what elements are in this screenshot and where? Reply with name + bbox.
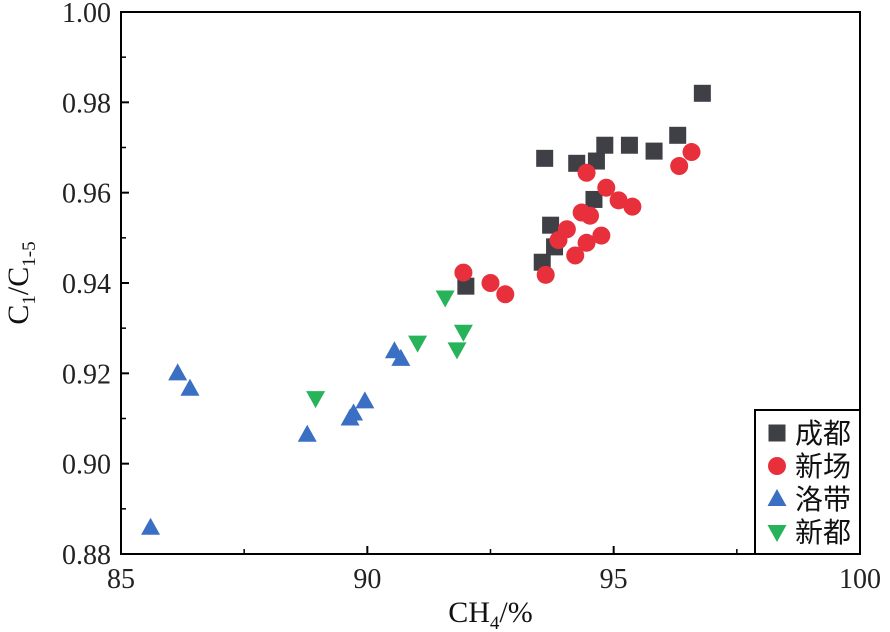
data-point-series-4 (447, 342, 467, 360)
plot-area: 85 90 95 100 0.88 0.90 0.92 0.94 0.96 0.98 1.00 (62, 0, 881, 595)
series-2 (454, 143, 701, 304)
data-point-series-1 (542, 216, 560, 234)
legend-marker-4 (767, 525, 787, 542)
y-tick-label: 0.96 (62, 179, 111, 210)
legend-marker-3 (767, 489, 787, 506)
y-tick-label: 0.92 (62, 359, 111, 390)
data-point-series-2 (566, 246, 585, 265)
series-3 (141, 341, 411, 535)
data-point-series-2 (454, 263, 473, 282)
x-tick-label: 95 (600, 564, 628, 595)
data-point-series-2 (581, 206, 600, 225)
data-point-series-1 (587, 152, 605, 170)
data-point-series-2 (592, 226, 611, 245)
data-point-series-1 (585, 190, 603, 208)
data-point-series-1 (693, 84, 711, 102)
series-1 (457, 84, 711, 295)
data-point-series-4 (453, 324, 473, 342)
x-axis: 85 90 95 100 (107, 546, 881, 595)
x-tick-label: 90 (353, 564, 381, 595)
x-axis-title-tail: /% (499, 596, 532, 629)
legend-marker-2 (768, 457, 786, 475)
data-point-series-2 (536, 265, 555, 284)
y-axis-title-a-sub: 1 (19, 295, 40, 305)
y-axis-title-b: /C (2, 267, 35, 295)
data-point-series-2 (597, 178, 616, 197)
data-point-series-2 (481, 274, 500, 292)
x-axis-title-main: CH (448, 596, 490, 629)
data-point-series-3 (391, 348, 411, 366)
legend-label-2: 新场 (795, 450, 851, 483)
legend-label-4: 新都 (795, 516, 851, 549)
data-point-series-2 (549, 231, 568, 250)
data-point-series-3 (297, 424, 317, 442)
x-tick-label: 100 (839, 564, 881, 595)
y-tick-label: 0.88 (62, 540, 111, 571)
data-point-series-2 (496, 285, 515, 304)
data-point-series-3 (180, 378, 200, 396)
data-point-series-1 (457, 277, 475, 295)
legend-label-1: 成都 (795, 417, 851, 450)
data-point-series-2 (577, 163, 596, 182)
x-tick-label: 85 (107, 564, 135, 595)
y-axis-title: C1/C1-5 (2, 241, 40, 324)
y-axis-title-b-sub: 1-5 (19, 241, 40, 266)
data-point-series-1 (620, 136, 638, 154)
data-points (141, 84, 711, 535)
y-axis: 0.88 0.90 0.92 0.94 0.96 0.98 1.00 (62, 0, 129, 571)
x-axis-title-sub: 4 (490, 613, 500, 632)
data-point-series-4 (306, 391, 326, 409)
data-point-series-4 (408, 335, 428, 353)
data-point-series-3 (141, 517, 161, 535)
legend-marker-1 (768, 424, 786, 442)
data-point-series-2 (623, 197, 642, 216)
data-point-series-4 (435, 290, 455, 308)
y-tick-label: 0.90 (62, 450, 111, 481)
data-point-series-2 (577, 233, 596, 252)
y-tick-label: 0.98 (62, 88, 111, 119)
data-point-series-1 (596, 136, 614, 154)
y-tick-label: 1.00 (62, 0, 111, 29)
data-point-series-2 (682, 143, 701, 162)
data-point-series-2 (609, 191, 628, 210)
data-point-series-1 (645, 142, 663, 160)
data-point-series-3 (355, 391, 375, 409)
data-point-series-3 (344, 403, 364, 421)
series-4 (306, 290, 473, 409)
x-axis-title: CH4/% (448, 596, 533, 632)
data-point-series-2 (670, 157, 689, 176)
legend-label-3: 洛带 (795, 483, 851, 516)
data-point-series-1 (669, 126, 687, 144)
data-point-series-3 (168, 363, 188, 381)
y-axis-title-a: C (2, 305, 35, 325)
data-point-series-1 (536, 149, 554, 167)
y-tick-label: 0.94 (62, 269, 111, 300)
